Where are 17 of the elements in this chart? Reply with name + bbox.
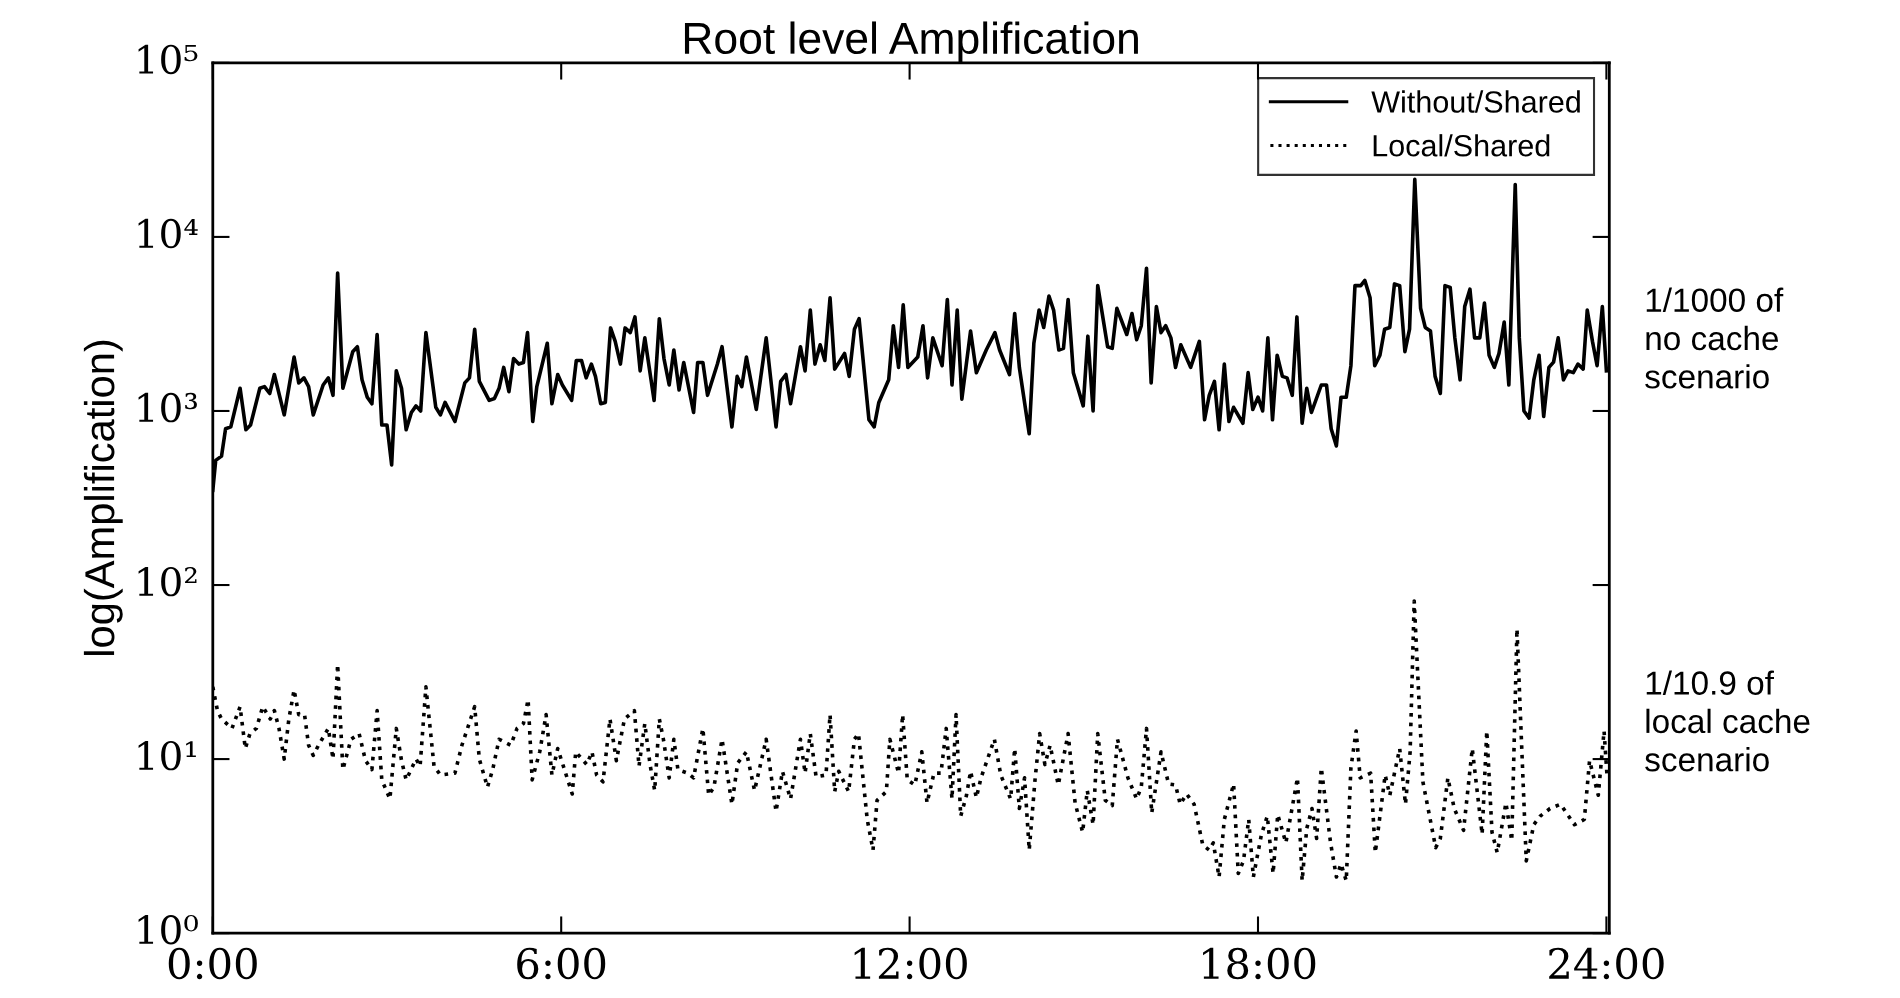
y-tick-label: 10⁴: [138, 218, 198, 249]
text: 1/1000 of no cache scenario: [1645, 287, 1784, 389]
y-tick-label: 10⁵: [138, 44, 198, 75]
chart-title: Root level Amplification: [684, 21, 1138, 63]
text: 1/10.9 of local cache scenario: [1645, 670, 1810, 772]
y-axis-title: log(Amplification): [83, 340, 123, 655]
y-tick-label: 10¹: [138, 740, 196, 771]
x-tick-label: 24:00: [1549, 947, 1664, 980]
y-tick-label: 10³: [138, 392, 197, 423]
y-tick-label: 10⁰: [138, 915, 198, 945]
x-tick-label: 0:00: [168, 947, 257, 980]
x-tick-label: 18:00: [1203, 947, 1316, 980]
x-tick-label: 6:00: [517, 947, 606, 980]
legend-label: Without/Shared: [1371, 90, 1580, 113]
x-tick-label: 12:00: [854, 947, 967, 980]
legend-label: Local/Shared: [1373, 134, 1550, 157]
y-tick-label: 10²: [138, 566, 197, 597]
